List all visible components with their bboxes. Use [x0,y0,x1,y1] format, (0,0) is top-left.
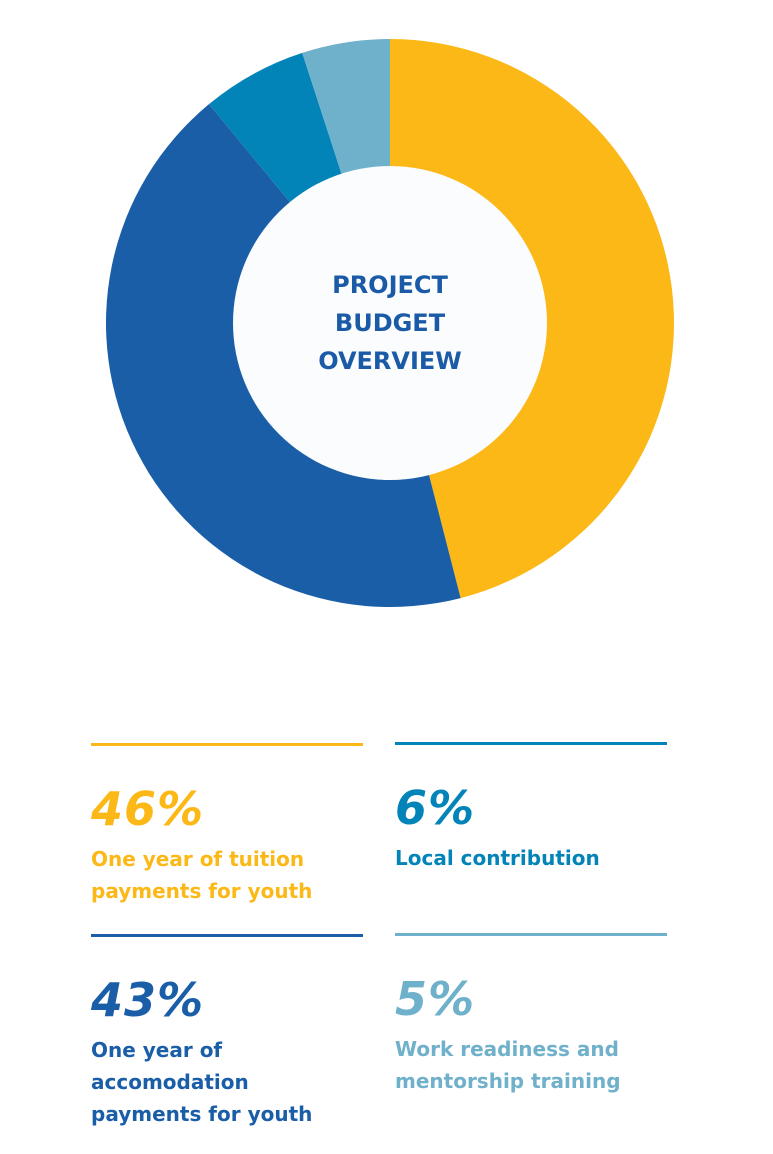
donut-hole [233,166,547,480]
legend-rule-local-contribution [395,742,667,745]
legend-percent-accomodation: 43% [91,973,205,1027]
legend-percent-work-readiness: 5% [395,972,476,1026]
chart-title-line-3: OVERVIEW [318,347,462,375]
legend-label-local-contribution: Local contribution [395,846,600,870]
chart-title-line-2: BUDGET [334,309,446,337]
legend-label-work-readiness: Work readiness and mentorship training [395,1037,621,1093]
legend-label-accomodation: One year of accomodation payments for yo… [91,1038,313,1126]
legend-percent-local-contribution: 6% [395,781,476,835]
legend-label-tuition: One year of tuition payments for youth [91,847,313,903]
legend-rule-tuition [91,743,363,746]
legend-percent-tuition: 46% [91,782,205,836]
donut-chart [105,39,675,608]
chart-title: PROJECT BUDGET OVERVIEW [240,266,540,380]
chart-title-line-1: PROJECT [332,271,448,299]
legend-rule-work-readiness [395,933,667,936]
legend-rule-accomodation [91,934,363,937]
